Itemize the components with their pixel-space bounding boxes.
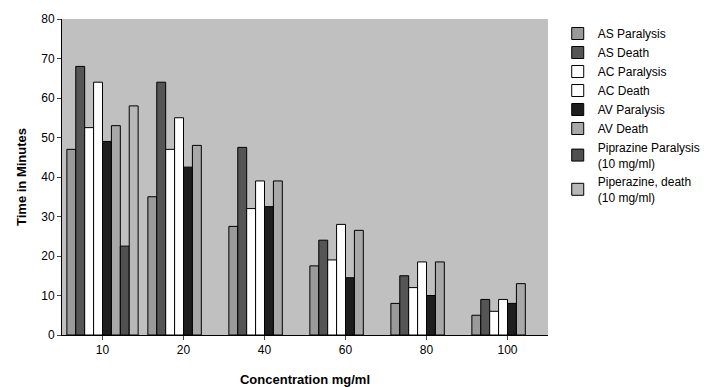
svg-text:Piprazine Paralysis(10 mg/ml): Piprazine Paralysis(10 mg/ml)	[598, 141, 700, 171]
svg-text:Piperazine, death(10 mg/ml): Piperazine, death(10 mg/ml)	[598, 175, 691, 205]
svg-text:60: 60	[339, 343, 353, 357]
svg-text:Time in Minutes: Time in Minutes	[14, 128, 29, 226]
svg-text:40: 40	[41, 170, 55, 184]
svg-text:Concentration mg/ml: Concentration mg/ml	[240, 372, 370, 387]
svg-text:20: 20	[177, 343, 191, 357]
svg-text:10: 10	[41, 289, 55, 303]
svg-text:80: 80	[420, 343, 434, 357]
svg-text:AS Death: AS Death	[598, 46, 649, 60]
svg-text:0: 0	[48, 328, 55, 342]
svg-text:60: 60	[41, 91, 55, 105]
svg-text:30: 30	[41, 210, 55, 224]
svg-text:100: 100	[497, 343, 517, 357]
svg-text:80: 80	[41, 12, 55, 26]
svg-text:AS Paralysis: AS Paralysis	[598, 27, 666, 41]
svg-text:50: 50	[41, 131, 55, 145]
svg-text:AV Death: AV Death	[598, 122, 648, 136]
svg-text:20: 20	[41, 249, 55, 263]
svg-text:AV Paralysis: AV Paralysis	[598, 103, 665, 117]
svg-text:70: 70	[41, 52, 55, 66]
svg-text:AC Paralysis: AC Paralysis	[598, 65, 667, 79]
svg-text:AC Death: AC Death	[598, 84, 650, 98]
svg-text:10: 10	[96, 343, 110, 357]
svg-text:40: 40	[258, 343, 272, 357]
